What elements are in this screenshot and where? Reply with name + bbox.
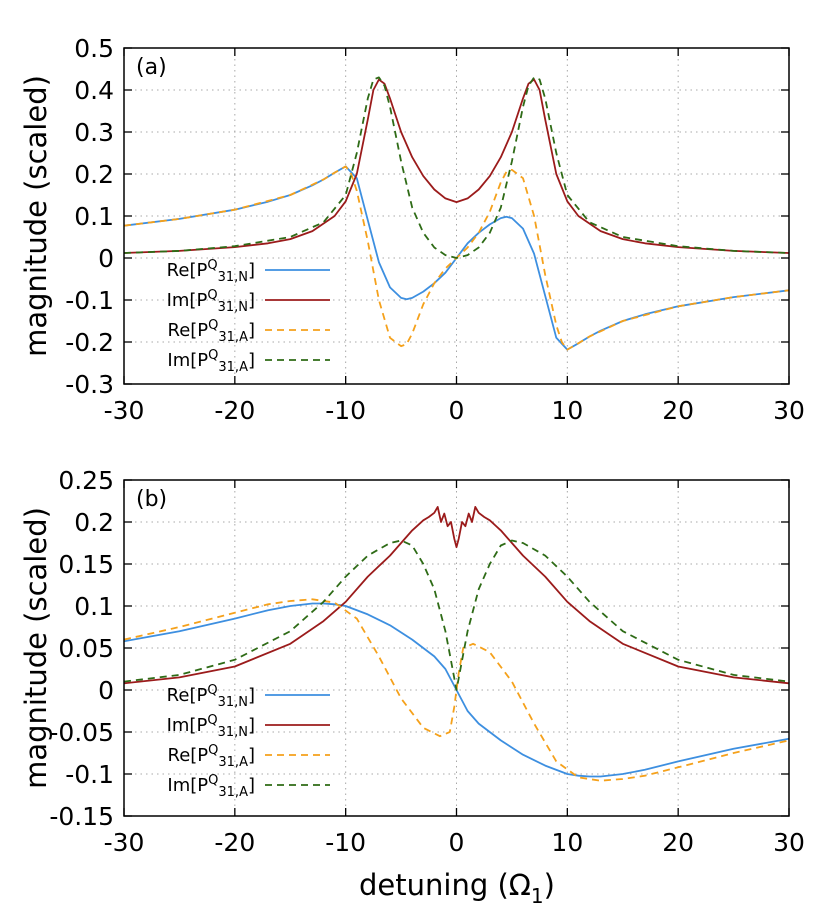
x-label-sub: 1 — [531, 884, 544, 908]
x-tick-label: 20 — [662, 396, 694, 425]
x-tick-label: 10 — [551, 396, 583, 425]
legend-label: Im[PQ31,N] — [167, 713, 255, 740]
legend-label: Re[PQ31,N] — [167, 258, 255, 285]
series-group — [124, 76, 789, 351]
legend-label-sup: Q — [207, 683, 217, 698]
legend-label-sub: 31,N — [218, 300, 248, 315]
series-line-imp-31a — [124, 539, 789, 691]
y-tick-label: 0.1 — [74, 592, 114, 621]
y-tick-label: 0.15 — [58, 550, 114, 579]
legend-label-sub: 31,N — [218, 270, 248, 285]
legend-label-sub: 31,N — [218, 725, 248, 740]
legend-label-sub: 31,A — [218, 785, 248, 800]
legend-label-sup: Q — [208, 318, 218, 333]
legend-label-close: ] — [248, 745, 255, 766]
x-label-main: detuning (Ω — [359, 868, 531, 902]
x-label-close: ) — [544, 868, 555, 902]
legend-label-main: Re[P — [167, 685, 208, 706]
legend-label-main: Re[P — [168, 320, 209, 341]
legend-label: Im[PQ31,A] — [167, 348, 255, 375]
legend-label-sub: 31,A — [218, 755, 248, 770]
legend-label-sup: Q — [207, 258, 217, 273]
legend-label-sup: Q — [207, 713, 217, 728]
legend-label-sup: Q — [208, 348, 218, 363]
legend-label-main: Re[P — [168, 745, 209, 766]
y-tick-label: 0.5 — [74, 34, 114, 63]
y-tick-label: 0.2 — [74, 160, 114, 189]
y-tick-label: 0.05 — [58, 634, 114, 663]
x-tick-label: 20 — [662, 828, 694, 857]
legend-label-main: Im[P — [167, 775, 208, 796]
legend: Re[PQ31,N]Im[PQ31,N]Re[PQ31,A]Im[PQ31,A] — [167, 258, 330, 375]
legend-label-main: Im[P — [167, 290, 208, 311]
y-tick-label: 0.1 — [74, 202, 114, 231]
legend-label: Re[PQ31,A] — [168, 743, 256, 770]
y-tick-label: -0.3 — [65, 370, 114, 399]
legend-label: Re[PQ31,N] — [167, 683, 255, 710]
y-tick-label: 0 — [98, 676, 114, 705]
y-tick-label: -0.05 — [49, 718, 114, 747]
legend-label-sup: Q — [208, 743, 218, 758]
panel-label: (a) — [136, 55, 167, 80]
legend-label-sub: 31,N — [218, 695, 248, 710]
x-tick-label: -10 — [325, 396, 366, 425]
series-line-imp-31n — [124, 78, 789, 254]
plot-frame — [123, 479, 790, 817]
legend-label-main: Im[P — [167, 350, 208, 371]
y-tick-label: 0.25 — [58, 466, 114, 495]
y-tick-label: -0.2 — [65, 328, 114, 357]
x-tick-label: 0 — [449, 396, 465, 425]
legend-label-close: ] — [248, 715, 255, 736]
y-tick-label: -0.1 — [65, 286, 114, 315]
legend-label-close: ] — [248, 685, 255, 706]
legend-label: Im[PQ31,A] — [167, 773, 255, 800]
y-axis-label: magnitude (scaled) — [19, 507, 53, 789]
legend-label-sup: Q — [208, 773, 218, 788]
legend-label-sub: 31,A — [218, 360, 248, 375]
panel-a-chart: -30 -20 -10 0 10 20 30 -0.3 -0.2 -0.1 0 0.1 0.2 0.3 0.… — [19, 34, 805, 425]
x-axis-label: detuning (Ω1) — [359, 868, 555, 908]
axis-ticks: -30 -20 -10 0 10 20 30 -0.3 -0.2 -0.1 0 0.1 0.2 0.3 0.… — [65, 34, 805, 425]
x-tick-label: -20 — [214, 396, 255, 425]
legend: Re[PQ31,N]Im[PQ31,N]Re[PQ31,A]Im[PQ31,A] — [167, 683, 330, 800]
x-tick-label: -30 — [104, 828, 145, 857]
series-line-imp-31n — [124, 505, 789, 685]
legend-label-sub: 31,A — [218, 330, 248, 345]
legend-label-close: ] — [248, 290, 255, 311]
gridlines — [124, 480, 789, 816]
x-tick-label: 30 — [773, 828, 805, 857]
x-tick-label: -30 — [104, 396, 145, 425]
x-tick-label: -20 — [214, 828, 255, 857]
x-tick-label: -10 — [325, 828, 366, 857]
y-axis-label: magnitude (scaled) — [19, 75, 53, 357]
y-tick-label: -0.1 — [65, 760, 114, 789]
plot-frame — [123, 47, 790, 385]
series-line-rep-31a — [124, 598, 789, 782]
legend-label-sup: Q — [207, 288, 217, 303]
legend-label: Re[PQ31,A] — [168, 318, 256, 345]
gridlines — [124, 48, 789, 384]
x-tick-label: 10 — [551, 828, 583, 857]
legend-label-close: ] — [248, 775, 255, 796]
legend-label: Im[PQ31,N] — [167, 288, 255, 315]
y-tick-label: 0.3 — [74, 118, 114, 147]
legend-label-close: ] — [248, 260, 255, 281]
series-line-imp-31a — [124, 76, 789, 259]
y-tick-label: 0.2 — [74, 508, 114, 537]
legend-label-close: ] — [248, 320, 255, 341]
x-tick-label: 30 — [773, 396, 805, 425]
panel-b-chart: -30 -20 -10 0 10 20 30 -0.15 -0.1 -0.05 0 0.05 0.1 0.… — [19, 466, 805, 857]
panel-label: (b) — [136, 487, 167, 512]
y-tick-label: -0.15 — [49, 802, 114, 831]
y-tick-label: 0 — [98, 244, 114, 273]
x-tick-label: 0 — [449, 828, 465, 857]
y-tick-label: 0.4 — [74, 76, 114, 105]
legend-label-main: Im[P — [167, 715, 208, 736]
series-group — [124, 505, 789, 782]
legend-label-close: ] — [248, 350, 255, 371]
axis-ticks: -30 -20 -10 0 10 20 30 -0.15 -0.1 -0.05 0 0.05 0.1 0.… — [49, 466, 805, 857]
legend-label-main: Re[P — [167, 260, 208, 281]
